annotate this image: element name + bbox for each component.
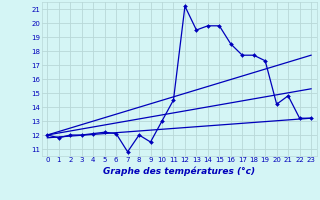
X-axis label: Graphe des températures (°c): Graphe des températures (°c) [103,166,255,176]
